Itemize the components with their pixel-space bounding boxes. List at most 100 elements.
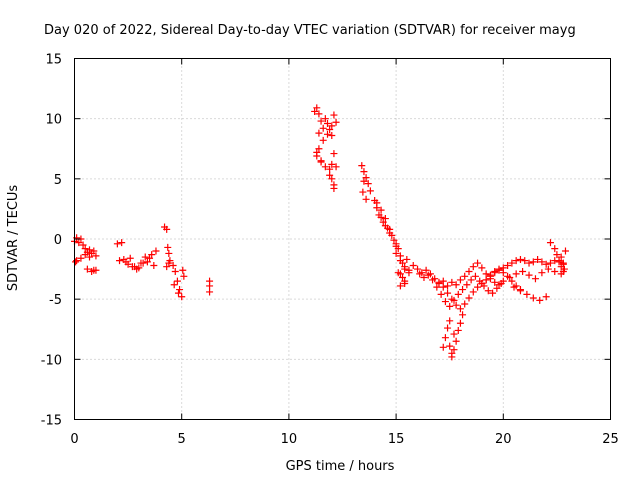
data-point — [386, 225, 394, 233]
data-point — [326, 125, 334, 133]
data-point — [146, 254, 154, 262]
data-point — [474, 259, 482, 267]
data-point — [362, 195, 370, 203]
x-tick-label: 10 — [281, 432, 298, 447]
data-point — [379, 218, 387, 226]
data-point — [170, 281, 178, 289]
data-point — [463, 281, 471, 289]
data-point — [482, 276, 490, 284]
data-point — [456, 319, 464, 327]
x-tick-label: 15 — [388, 432, 405, 447]
data-point — [542, 293, 550, 301]
data-point — [450, 346, 458, 354]
data-point — [377, 206, 385, 214]
data-point — [399, 274, 407, 282]
data-point — [313, 152, 321, 160]
data-point — [469, 288, 477, 296]
data-point — [499, 277, 507, 285]
data-point — [420, 274, 428, 282]
x-tick-label: 20 — [495, 432, 512, 447]
data-point — [439, 343, 447, 351]
data-point — [403, 255, 411, 263]
data-point — [553, 251, 561, 259]
data-point — [444, 289, 452, 297]
data-point — [321, 163, 329, 171]
data-point — [165, 259, 173, 267]
data-point — [560, 265, 568, 273]
data-point — [173, 277, 181, 285]
data-point — [478, 264, 486, 272]
data-point — [401, 263, 409, 271]
axis-ticks — [74, 58, 611, 420]
data-point — [92, 266, 100, 274]
data-point — [176, 286, 184, 294]
data-point — [330, 184, 338, 192]
data-point — [362, 174, 370, 182]
data-point — [319, 136, 327, 144]
data-point — [332, 118, 340, 126]
y-tick-label: -5 — [49, 293, 62, 308]
data-point — [180, 272, 188, 280]
data-point — [360, 177, 368, 185]
data-point — [171, 267, 179, 275]
data-point — [315, 129, 323, 137]
data-point — [137, 259, 145, 267]
data-point — [510, 283, 518, 291]
data-point — [86, 246, 94, 254]
x-tick-label: 5 — [178, 432, 186, 447]
data-point — [446, 342, 454, 350]
data-point — [315, 145, 323, 153]
data-point — [164, 243, 172, 251]
data-point — [72, 258, 80, 266]
data-point — [482, 270, 490, 278]
data-point — [559, 259, 567, 267]
data-point — [499, 264, 507, 272]
x-tick-label: 25 — [602, 432, 619, 447]
data-point — [126, 254, 134, 262]
data-point — [328, 132, 336, 140]
y-tick-label: 5 — [54, 173, 62, 188]
data-point — [542, 260, 550, 268]
data-point — [429, 276, 437, 284]
data-point — [439, 277, 447, 285]
y-tick-label: 10 — [45, 113, 62, 128]
data-point — [486, 272, 494, 280]
data-point — [90, 247, 98, 255]
data-point — [141, 253, 149, 261]
data-point — [441, 334, 449, 342]
data-point — [516, 287, 524, 295]
data-point — [326, 171, 334, 179]
data-point — [484, 287, 492, 295]
data-point — [321, 115, 329, 123]
data-point — [456, 305, 464, 313]
data-point — [465, 294, 473, 302]
data-point — [546, 259, 554, 267]
data-point — [521, 257, 529, 265]
data-point — [512, 270, 520, 278]
data-point — [525, 271, 533, 279]
data-point — [124, 260, 132, 268]
data-point — [92, 252, 100, 260]
data-point — [165, 249, 173, 257]
data-point — [461, 272, 469, 280]
data-point — [444, 282, 452, 290]
data-point — [493, 284, 501, 292]
data-point — [461, 300, 469, 308]
data-point — [328, 175, 336, 183]
data-point — [441, 298, 449, 306]
data-point — [454, 326, 462, 334]
data-point — [366, 187, 374, 195]
data-point — [178, 293, 186, 301]
data-point — [392, 249, 400, 257]
data-point — [424, 271, 432, 279]
data-point — [561, 247, 569, 255]
data-point — [452, 337, 460, 345]
data-point — [433, 283, 441, 291]
data-point — [390, 236, 398, 244]
data-point — [557, 253, 565, 261]
data-point — [396, 270, 404, 278]
data-point — [448, 349, 456, 357]
data-point — [75, 239, 83, 247]
data-point — [319, 124, 327, 132]
